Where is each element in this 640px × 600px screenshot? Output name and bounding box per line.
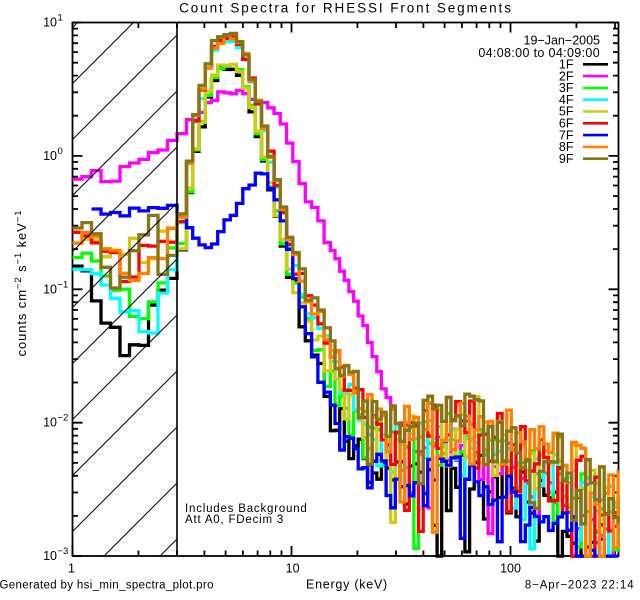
- svg-text:19−Jan−2005: 19−Jan−2005: [524, 34, 601, 48]
- svg-text:counts cm−2 s−1 keV−1: counts cm−2 s−1 keV−1: [13, 210, 29, 357]
- svg-text:1: 1: [68, 562, 75, 576]
- svg-text:10: 10: [43, 149, 57, 163]
- svg-text:10: 10: [43, 282, 57, 296]
- svg-text:5F: 5F: [559, 105, 574, 119]
- svg-text:8−Apr−2023 22:14: 8−Apr−2023 22:14: [525, 580, 635, 592]
- svg-text:Att A0, FDecim 3: Att A0, FDecim 3: [185, 514, 284, 526]
- svg-text:Count Spectra for RHESSI Front: Count Spectra for RHESSI Front Segments: [179, 1, 513, 16]
- svg-text:2F: 2F: [559, 69, 574, 83]
- svg-text:−1: −1: [58, 279, 69, 290]
- svg-text:3F: 3F: [559, 81, 574, 95]
- svg-text:10: 10: [43, 16, 57, 30]
- svg-text:04:08:00 to 04:09:00: 04:08:00 to 04:09:00: [478, 46, 600, 60]
- svg-text:10: 10: [43, 416, 57, 430]
- svg-text:Includes Background: Includes Background: [185, 503, 308, 515]
- svg-text:100: 100: [500, 562, 521, 576]
- svg-text:−2: −2: [58, 413, 69, 424]
- svg-text:10: 10: [43, 549, 57, 563]
- svg-text:1: 1: [58, 13, 63, 24]
- svg-text:10: 10: [286, 562, 300, 576]
- svg-text:8F: 8F: [559, 140, 574, 154]
- svg-text:4F: 4F: [559, 93, 574, 107]
- svg-text:9F: 9F: [559, 152, 574, 166]
- svg-text:7F: 7F: [559, 128, 574, 142]
- svg-text:−3: −3: [58, 546, 69, 557]
- svg-text:Energy (keV): Energy (keV): [306, 578, 388, 592]
- svg-text:Generated by hsi_min_spectra_p: Generated by hsi_min_spectra_plot.pro: [0, 580, 214, 592]
- svg-text:6F: 6F: [559, 117, 574, 131]
- svg-text:1F: 1F: [559, 58, 574, 72]
- svg-text:0: 0: [58, 146, 63, 157]
